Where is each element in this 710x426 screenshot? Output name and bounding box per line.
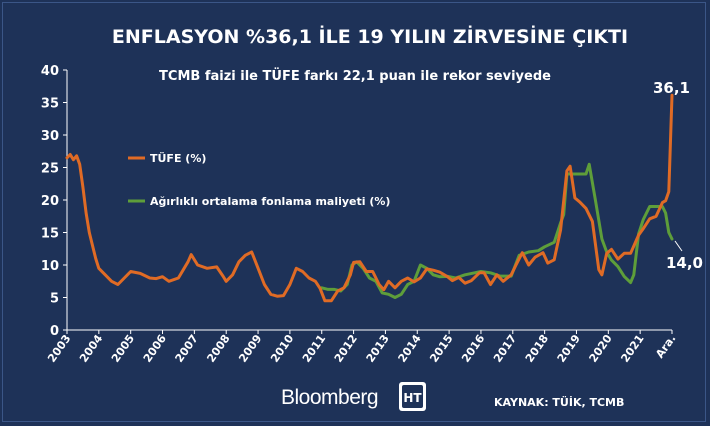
x-tick-label: 2005 <box>109 332 137 365</box>
x-tick-label: 2018 <box>523 332 551 365</box>
source-label: KAYNAK: TÜİK, TCMB <box>494 395 624 409</box>
y-tick-label: 35 <box>41 97 59 112</box>
legend-label-0: TÜFE (%) <box>150 151 206 165</box>
y-tick-label: 20 <box>41 194 59 209</box>
x-tick-label: 2021 <box>618 332 646 365</box>
y-tick-label: 10 <box>41 259 59 274</box>
annotation-leader-line <box>674 240 683 252</box>
x-ticks: 2003 2004 2005 2006 2007 2008 2009 2010 2011 2012… <box>45 330 678 365</box>
x-tick-label: 2020 <box>587 332 615 365</box>
annotation-tufe-value: 36,1 <box>653 79 690 97</box>
x-tick-label: 2006 <box>141 332 169 365</box>
legend-label-1: Ağırlıklı ortalama fonlama maliyeti (%) <box>150 195 390 208</box>
chart-title: ENFLASYON %36,1 İLE 19 YILIN ZİRVESİNE Ç… <box>112 24 628 48</box>
x-tick-label: 2014 <box>396 332 424 365</box>
x-tick-label: 2017 <box>491 332 519 365</box>
y-tick-label: 25 <box>41 162 59 177</box>
y-tick-label: 0 <box>50 324 59 339</box>
y-tick-label: 40 <box>41 64 59 79</box>
x-tick-label: 2010 <box>268 332 296 365</box>
chart-frame <box>2 2 706 422</box>
ht-logo-icon: HT <box>399 382 426 411</box>
x-tick-label: 2016 <box>459 332 487 365</box>
x-tick-label: 2019 <box>555 332 583 365</box>
y-tick-label: 15 <box>41 227 59 242</box>
x-tick-label: 2011 <box>300 332 328 365</box>
bloomberg-logo: Bloomberg <box>281 386 378 409</box>
x-tick-label: 2013 <box>364 332 392 365</box>
x-tick-label: 2015 <box>427 332 455 365</box>
series-line-0 <box>65 93 674 303</box>
annotations: 36,1 14,0 <box>653 79 703 272</box>
legend: TÜFE (%) Ağırlıklı ortalama fonlama maliy… <box>128 151 390 208</box>
y-ticks: 0 5 10 15 20 25 30 35 40 <box>41 64 67 339</box>
y-tick-label: 30 <box>41 129 59 144</box>
x-tick-label: 2012 <box>332 332 360 365</box>
series-layer <box>65 93 674 303</box>
x-tick-label: 2004 <box>77 332 105 365</box>
x-tick-label: 2007 <box>173 332 201 365</box>
y-tick-label: 5 <box>50 292 59 307</box>
x-tick-label: 2009 <box>236 332 264 365</box>
x-tick-label: 2008 <box>204 332 232 365</box>
x-tick-label: Ara. <box>653 332 678 360</box>
ht-logo-text: HT <box>403 391 422 405</box>
annotation-funding-value: 14,0 <box>666 254 703 272</box>
chart-subtitle: TCMB faizi ile TÜFE farkı 22,1 puan ile … <box>159 68 551 84</box>
